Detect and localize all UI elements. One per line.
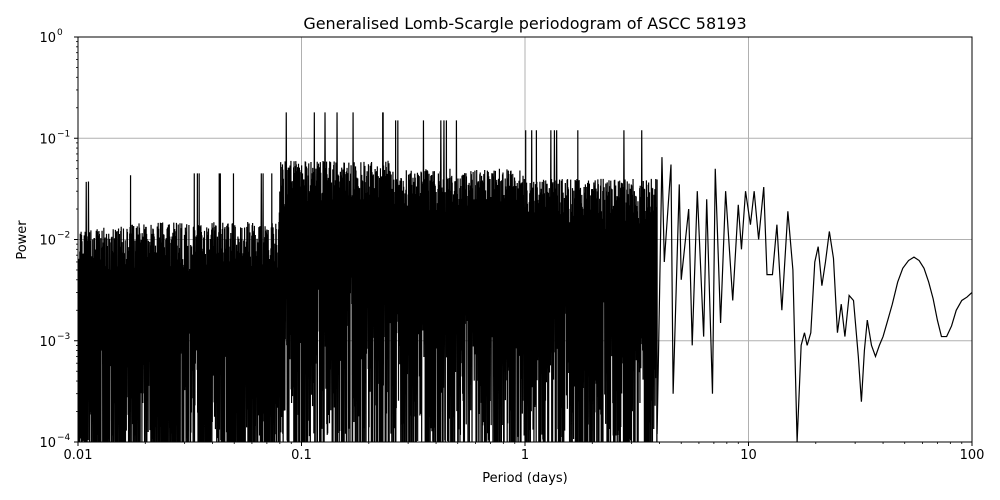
y-tick-exponent: −2 [57, 231, 70, 241]
x-axis: 0.01 0.1 1 10 100 [64, 442, 985, 463]
chart-title: Generalised Lomb-Scargle periodogram of … [303, 14, 746, 33]
x-tick-label: 10 [740, 448, 757, 463]
y-axis-label: Power [15, 220, 30, 260]
y-tick-label: 10 [39, 132, 56, 147]
y-tick-label: 10 [39, 436, 56, 451]
y-tick-exponent: 0 [57, 28, 63, 38]
x-axis-label: Period (days) [482, 471, 568, 486]
x-tick-label: 100 [960, 448, 985, 463]
y-tick-exponent: −3 [57, 332, 70, 342]
x-tick-label: 0.01 [64, 448, 93, 463]
x-tick-label: 0.1 [291, 448, 312, 463]
y-tick-label: 10 [39, 335, 56, 350]
y-tick-label: 10 [39, 234, 56, 249]
y-tick-exponent: −1 [57, 129, 70, 139]
y-tick-exponent: −4 [57, 433, 71, 443]
series-line [78, 112, 972, 442]
x-tick-label: 1 [521, 448, 529, 463]
y-tick-label: 10 [39, 31, 56, 46]
